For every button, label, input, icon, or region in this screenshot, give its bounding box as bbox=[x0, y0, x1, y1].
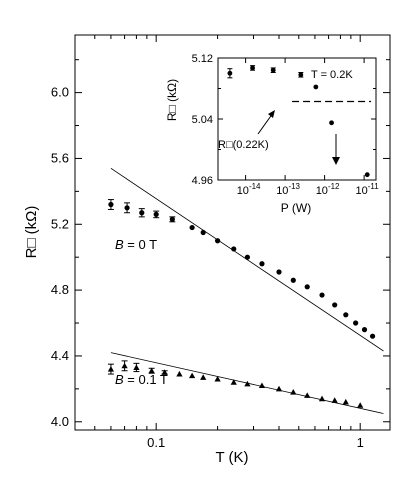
data-point-series-0 bbox=[290, 277, 296, 283]
inset-power-arrow-head bbox=[332, 157, 340, 165]
main-x-tick-label: 1 bbox=[357, 435, 364, 450]
inset-x-tick-label: 10-11 bbox=[355, 182, 379, 197]
data-point-series-1 bbox=[357, 402, 364, 408]
inset-y-tick-label: 5.04 bbox=[192, 114, 213, 126]
inset-x-tick-label: 10-14 bbox=[237, 182, 261, 197]
series-label-b01-prefix: B bbox=[115, 372, 124, 387]
series-label-b0: B = 0 T bbox=[115, 237, 157, 252]
inset-data-points bbox=[227, 65, 370, 178]
main-y-tick-label: 4.8 bbox=[51, 282, 69, 297]
data-point-series-0 bbox=[276, 269, 282, 275]
inset-reference-label: R□(0.22K) bbox=[218, 139, 269, 151]
inset-data-point bbox=[298, 72, 304, 78]
main-x-tick-label: 0.1 bbox=[147, 435, 165, 450]
data-point-series-1 bbox=[275, 385, 283, 392]
main-plot: 4.0 4.4 4.8 5.2 5.6 6.0 0.1 1 T (K) R□ (kΩ) B =… bbox=[23, 34, 391, 466]
main-axis-ticks: 4.0 4.4 4.8 5.2 5.6 6.0 0.1 1 bbox=[51, 35, 390, 450]
data-point-series-0 bbox=[231, 246, 237, 252]
data-point-series-0 bbox=[189, 224, 195, 231]
main-y-tick-label: 5.6 bbox=[51, 150, 69, 165]
inset-data-point bbox=[364, 172, 370, 178]
inset-y-axis-title: R□ (kΩ) bbox=[165, 79, 179, 121]
inset-y-tick-label: 4.96 bbox=[192, 175, 213, 187]
data-point-series-1 bbox=[214, 375, 221, 382]
main-y-axis-title: R□ (kΩ) bbox=[23, 206, 40, 259]
data-point-series-1 bbox=[200, 374, 207, 380]
inset-x-tick-base: 10 bbox=[316, 185, 328, 197]
main-y-tick-label: 4.4 bbox=[51, 348, 69, 363]
inset-x-axis-title: P (W) bbox=[281, 201, 311, 215]
main-y-tick-label: 4.0 bbox=[51, 414, 69, 429]
series-label-b0-suffix: = 0 T bbox=[124, 237, 157, 252]
data-point-series-0 bbox=[361, 327, 368, 333]
data-point-series-1 bbox=[342, 398, 349, 405]
main-y-tick-label: 6.0 bbox=[51, 85, 69, 100]
main-data-points bbox=[107, 199, 376, 408]
inset-data-point bbox=[313, 84, 319, 90]
data-point-series-0 bbox=[214, 238, 221, 244]
data-point-series-1 bbox=[176, 370, 183, 377]
data-point-series-1 bbox=[121, 362, 128, 369]
inset-x-tick-label: 10-13 bbox=[276, 182, 300, 197]
data-point-series-0 bbox=[153, 211, 159, 217]
data-point-series-1 bbox=[230, 379, 237, 385]
data-point-series-0 bbox=[319, 292, 325, 298]
inset-data-point bbox=[250, 65, 255, 71]
main-plot-frame bbox=[74, 34, 391, 431]
inset-x-tick-exponent: -13 bbox=[288, 182, 300, 191]
inset-plot-frame bbox=[217, 57, 377, 181]
inset-x-tick-label: 10-12 bbox=[316, 182, 340, 197]
data-point-series-0 bbox=[124, 205, 130, 211]
data-point-series-0 bbox=[353, 320, 359, 326]
inset-x-tick-exponent: -12 bbox=[328, 182, 340, 191]
series-label-b01-suffix: = 0.1 T bbox=[124, 372, 168, 387]
data-point-series-1 bbox=[258, 382, 266, 389]
inset-x-tick-base: 10 bbox=[355, 185, 367, 197]
main-y-tick-label: 5.2 bbox=[51, 216, 69, 231]
inset-data-point bbox=[227, 70, 233, 76]
data-point-series-0 bbox=[200, 229, 206, 236]
inset-temperature-annotation: T = 0.2K bbox=[311, 69, 353, 81]
series-label-b0-prefix: B bbox=[115, 237, 124, 252]
data-point-series-1 bbox=[304, 392, 311, 398]
main-x-axis-title: T (K) bbox=[215, 449, 248, 466]
inset-y-tick-label: 5.12 bbox=[192, 53, 213, 65]
series-label-b01: B = 0.1 T bbox=[115, 372, 168, 387]
data-point-series-1 bbox=[107, 365, 115, 372]
data-point-series-0 bbox=[304, 284, 310, 290]
data-point-series-0 bbox=[139, 210, 145, 216]
inset-data-point bbox=[270, 67, 276, 73]
data-point-series-1 bbox=[148, 367, 155, 374]
data-point-series-1 bbox=[290, 389, 297, 395]
data-point-series-0 bbox=[108, 201, 114, 208]
data-point-series-0 bbox=[169, 216, 175, 222]
inset-x-tick-base: 10 bbox=[276, 185, 288, 197]
data-point-series-0 bbox=[259, 261, 265, 267]
inset-ref-arrow-head bbox=[268, 110, 275, 118]
data-point-series-1 bbox=[188, 372, 196, 379]
data-point-series-1 bbox=[244, 380, 251, 387]
inset-data-point bbox=[329, 120, 334, 126]
data-point-series-0 bbox=[332, 302, 338, 308]
inset-x-tick-base: 10 bbox=[237, 185, 249, 197]
data-point-series-1 bbox=[318, 395, 326, 402]
data-point-series-0 bbox=[343, 312, 349, 318]
data-point-series-0 bbox=[369, 333, 376, 339]
data-point-series-1 bbox=[331, 397, 338, 403]
inset-ref-arrow-shaft bbox=[257, 112, 274, 135]
data-point-series-1 bbox=[133, 364, 140, 370]
data-point-series-0 bbox=[244, 254, 251, 260]
inset-x-tick-exponent: -11 bbox=[368, 182, 380, 191]
data-point-series-1 bbox=[161, 369, 168, 375]
inset-x-tick-exponent: -14 bbox=[249, 182, 261, 191]
